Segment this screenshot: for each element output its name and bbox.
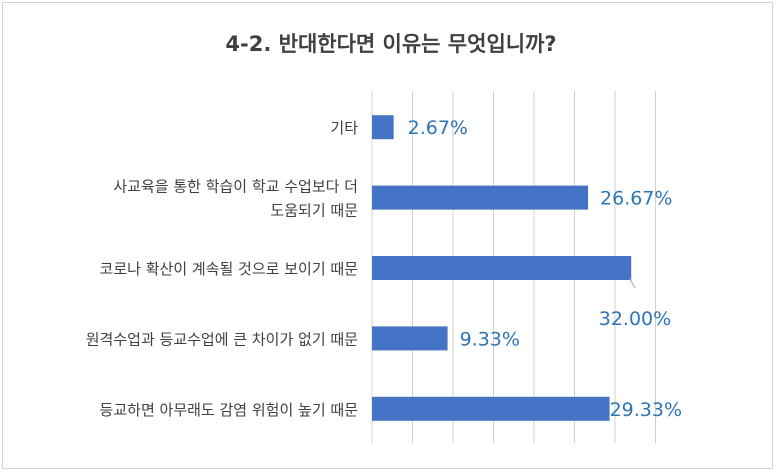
category-label: 코로나 확산이 계속될 것으로 보이기 때문 — [100, 260, 359, 278]
bar — [372, 115, 394, 140]
category-label: 사교육을 통한 학습이 학교 수업보다 더 도움되기 때문 — [113, 178, 358, 220]
bar — [372, 185, 589, 210]
category-label: 기타 — [330, 119, 358, 137]
data-label: 29.33% — [610, 399, 682, 421]
label-leader-line — [628, 277, 636, 289]
data-labels: 2.67% 26.67% 32.00% 9.33% 29.33% — [408, 117, 682, 421]
data-label: 26.67% — [600, 188, 672, 210]
data-label: 9.33% — [460, 328, 520, 350]
category-label: 원격수업과 등교수업에 큰 차이가 없기 때문 — [86, 330, 358, 348]
data-label: 32.00% — [599, 308, 671, 330]
bar — [372, 256, 632, 280]
bar — [372, 326, 448, 351]
data-label: 2.67% — [408, 117, 468, 139]
chart-title: 4-2. 반대한다면 이유는 무엇입니까? — [225, 32, 556, 56]
category-label: 등교하면 아무래도 감염 위험이 높기 때문 — [100, 401, 359, 419]
bar — [372, 396, 610, 421]
bars — [372, 115, 632, 421]
